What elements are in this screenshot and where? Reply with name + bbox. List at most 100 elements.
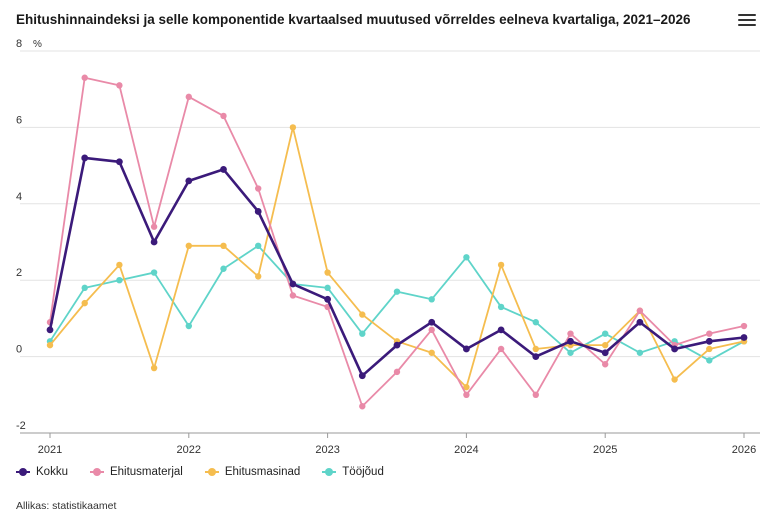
y-tick-label: 0 bbox=[16, 344, 22, 356]
legend-item[interactable]: Ehitusmaterjal bbox=[89, 466, 183, 478]
y-axis-unit: % bbox=[33, 39, 42, 50]
data-point[interactable] bbox=[255, 242, 262, 250]
data-point[interactable] bbox=[497, 345, 505, 353]
series-2 bbox=[46, 74, 748, 410]
x-axis-ticks: 2021 2022 2023 2024 2025 2026 bbox=[38, 433, 756, 456]
data-point[interactable] bbox=[185, 93, 192, 101]
y-tick-label: 4 bbox=[16, 191, 22, 203]
data-point[interactable] bbox=[602, 361, 609, 368]
data-point[interactable] bbox=[428, 326, 435, 334]
data-point[interactable] bbox=[532, 319, 539, 326]
data-point[interactable] bbox=[150, 238, 158, 246]
chart-legend: Kokku Ehitusmaterjal Ehitusmasinad Tööjõud bbox=[16, 466, 384, 478]
y-axis-ticks: -2 0 2 4 6 8 bbox=[16, 38, 26, 432]
series-lines bbox=[46, 74, 748, 410]
data-point[interactable] bbox=[220, 265, 227, 272]
data-point[interactable] bbox=[463, 345, 470, 353]
legend-marker-icon bbox=[322, 467, 337, 477]
series-3 bbox=[46, 124, 748, 391]
data-point[interactable] bbox=[567, 330, 574, 337]
data-point[interactable] bbox=[393, 341, 401, 349]
x-tick-label: 2022 bbox=[177, 444, 201, 456]
legend-label: Ehitusmasinad bbox=[224, 466, 301, 478]
data-point[interactable] bbox=[567, 349, 574, 356]
data-point[interactable] bbox=[116, 158, 123, 166]
data-point[interactable] bbox=[671, 345, 678, 353]
data-point[interactable] bbox=[116, 82, 123, 89]
data-point[interactable] bbox=[289, 280, 297, 288]
data-point[interactable] bbox=[497, 303, 505, 311]
x-tick-label: 2024 bbox=[454, 444, 478, 456]
data-point[interactable] bbox=[255, 185, 262, 192]
data-point[interactable] bbox=[359, 311, 366, 318]
data-point[interactable] bbox=[359, 330, 366, 337]
data-point[interactable] bbox=[428, 318, 436, 326]
data-point[interactable] bbox=[185, 177, 193, 185]
data-point[interactable] bbox=[740, 334, 748, 341]
data-point[interactable] bbox=[324, 295, 331, 303]
grid-lines bbox=[20, 50, 760, 434]
legend-item[interactable]: Tööjõud bbox=[322, 466, 384, 478]
data-point[interactable] bbox=[636, 307, 644, 314]
data-point[interactable] bbox=[602, 341, 609, 349]
data-point[interactable] bbox=[81, 74, 88, 81]
legend-label: Tööjõud bbox=[342, 466, 384, 478]
chart-title: Ehitushinnaindeksi ja selle komponentide… bbox=[16, 12, 691, 27]
data-point[interactable] bbox=[671, 376, 678, 383]
data-point[interactable] bbox=[46, 326, 54, 334]
data-point[interactable] bbox=[81, 154, 89, 162]
data-point[interactable] bbox=[358, 372, 366, 380]
data-point[interactable] bbox=[324, 269, 331, 276]
data-point[interactable] bbox=[255, 273, 262, 280]
x-tick-label: 2026 bbox=[732, 444, 756, 456]
data-point[interactable] bbox=[150, 269, 158, 276]
data-point[interactable] bbox=[254, 208, 262, 215]
data-point[interactable] bbox=[324, 284, 331, 292]
data-point[interactable] bbox=[463, 383, 470, 391]
data-point[interactable] bbox=[532, 345, 539, 353]
data-point[interactable] bbox=[602, 330, 609, 337]
data-point[interactable] bbox=[532, 391, 539, 398]
data-point[interactable] bbox=[705, 337, 713, 345]
data-point[interactable] bbox=[116, 277, 123, 284]
data-point[interactable] bbox=[220, 242, 227, 250]
data-point[interactable] bbox=[289, 292, 297, 299]
data-point[interactable] bbox=[393, 288, 401, 295]
data-point[interactable] bbox=[497, 326, 505, 334]
data-point[interactable] bbox=[81, 284, 88, 292]
data-point[interactable] bbox=[463, 254, 470, 261]
data-point[interactable] bbox=[428, 349, 435, 356]
series-1 bbox=[46, 154, 748, 380]
hamburger-menu-icon[interactable] bbox=[738, 14, 756, 28]
data-point[interactable] bbox=[220, 112, 227, 120]
data-point[interactable] bbox=[497, 261, 505, 269]
data-point[interactable] bbox=[636, 349, 644, 356]
data-point[interactable] bbox=[393, 368, 401, 376]
data-point[interactable] bbox=[185, 242, 192, 250]
data-point[interactable] bbox=[706, 330, 713, 337]
legend-item[interactable]: Kokku bbox=[16, 466, 68, 478]
data-point[interactable] bbox=[463, 391, 470, 398]
data-point[interactable] bbox=[46, 341, 54, 349]
data-point[interactable] bbox=[289, 124, 297, 131]
data-point[interactable] bbox=[706, 345, 713, 353]
data-point[interactable] bbox=[185, 322, 192, 330]
data-point[interactable] bbox=[150, 364, 158, 372]
data-point[interactable] bbox=[81, 299, 88, 307]
legend-item[interactable]: Ehitusmasinad bbox=[204, 466, 301, 478]
data-point[interactable] bbox=[601, 349, 609, 357]
data-point[interactable] bbox=[636, 318, 644, 326]
legend-label: Ehitusmaterjal bbox=[109, 466, 183, 478]
data-point[interactable] bbox=[150, 223, 158, 230]
data-point[interactable] bbox=[220, 166, 227, 173]
data-point[interactable] bbox=[567, 337, 574, 345]
data-point[interactable] bbox=[359, 403, 366, 410]
data-point[interactable] bbox=[116, 261, 123, 269]
legend-marker-icon bbox=[89, 467, 104, 477]
data-point[interactable] bbox=[706, 357, 713, 364]
data-point[interactable] bbox=[532, 353, 540, 360]
source-note: Allikas: statistikaamet bbox=[16, 500, 117, 512]
legend-label: Kokku bbox=[36, 466, 68, 478]
data-point[interactable] bbox=[740, 322, 748, 330]
data-point[interactable] bbox=[428, 296, 435, 303]
